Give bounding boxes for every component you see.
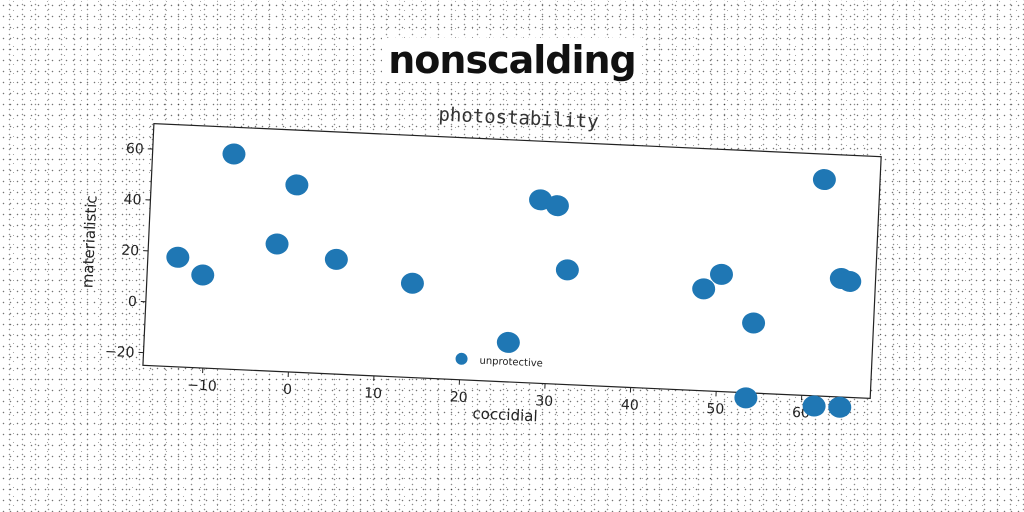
plot-frame [142,122,882,400]
x-tick-label: 20 [449,389,468,406]
scatter-point [709,263,733,285]
x-axis-label: coccidial [472,404,538,425]
scatter-point [191,264,215,286]
scatter-point [324,248,348,270]
y-axis: −20 0 20 40 60 [105,141,153,361]
x-tick-label: −10 [187,377,217,394]
scatter-point [222,143,246,165]
y-tick-label: 60 [126,141,145,158]
scatter-point [545,195,569,217]
scatter-point [812,169,836,191]
y-tick-label: 20 [121,243,140,260]
x-tick-label: 40 [621,397,640,414]
scatter-point [285,174,309,196]
scatter-point [555,259,579,281]
y-tick-label: 40 [123,192,142,209]
scatter-point [400,272,424,294]
x-tick-label: 30 [535,393,554,410]
scatter-point [692,278,716,300]
legend: unprotective [455,352,543,370]
scatter-points [166,143,862,418]
scatter-point [265,233,289,255]
x-tick-label: 10 [364,385,383,402]
scatter-point [166,246,190,268]
scatter-point [802,395,826,417]
chart-title: nonscalding [0,38,1024,82]
legend-label: unprotective [479,356,543,370]
legend-marker [455,352,468,365]
y-tick-label: −20 [105,344,135,361]
x-tick-label: 50 [706,401,725,418]
x-axis: −10 0 10 20 30 40 50 60 [187,368,810,422]
scatter-point [734,387,758,409]
y-tick-label: 0 [128,294,138,310]
scatter-point [828,396,852,418]
scatter-point [838,270,862,292]
y-axis-label: materialistic [78,195,100,289]
scatter-point [742,312,766,334]
x-tick-label: 0 [283,382,293,398]
chart-subtitle: photostability [438,104,599,133]
scatter-point [496,331,520,353]
